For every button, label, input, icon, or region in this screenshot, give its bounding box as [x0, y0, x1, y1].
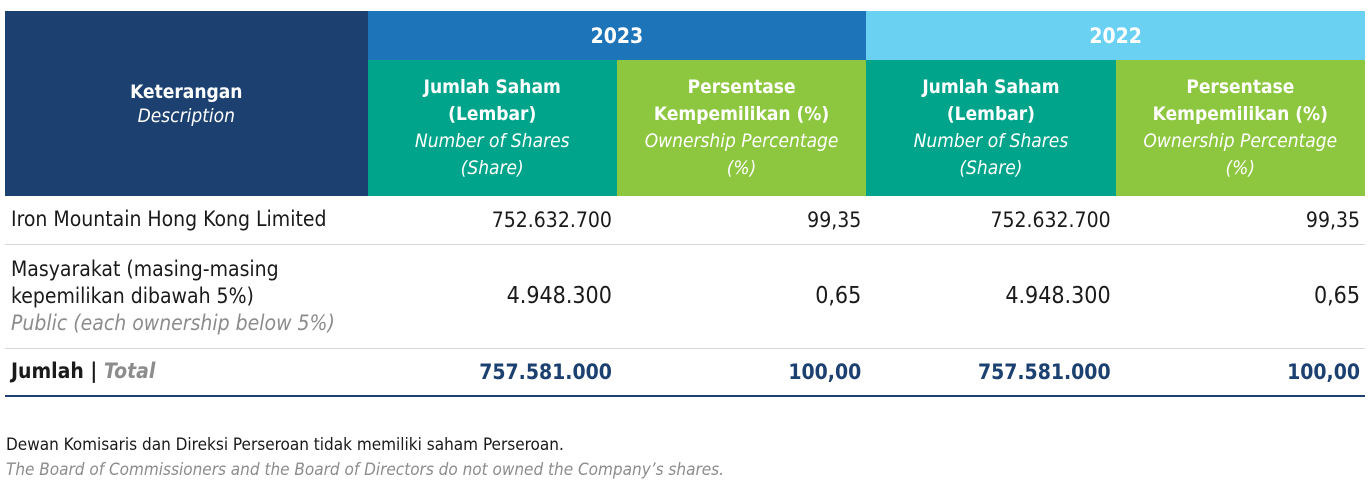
footnote-id: Dewan Komisaris dan Direksi Perseroan ti…	[6, 435, 564, 455]
percentage-header-2022: Persentase Kempemilikan (%) Ownership Pe…	[1115, 60, 1365, 196]
footnote-en: The Board of Commissioners and the Board…	[6, 460, 724, 480]
shares-2022-cell: 752.632.700	[866, 196, 1116, 245]
footnote: Dewan Komisaris dan Direksi Perseroan ti…	[6, 433, 724, 483]
shares-header-en-line1: Number of Shares	[913, 130, 1069, 152]
total-percentage-2023-cell: 100,00	[616, 347, 867, 397]
percentage-header-2023: Persentase Kempemilikan (%) Ownership Pe…	[616, 60, 867, 196]
shares-header-en-line2: (Share)	[959, 157, 1023, 179]
percentage-header-en-line2: (%)	[1225, 157, 1256, 179]
row-description-id: Iron Mountain Hong Kong Limited	[11, 207, 327, 232]
row-description-id-line1: Masyarakat (masing-masing	[11, 256, 279, 281]
percentage-2023-cell: 0,65	[616, 244, 867, 349]
shares-header-en-line2: (Share)	[460, 157, 524, 179]
total-shares-2022-cell: 757.581.000	[866, 347, 1116, 397]
description-header: Keterangan Description	[5, 11, 368, 196]
header-year-row: Keterangan Description 2023 2022	[5, 11, 1365, 196]
percentage-header-id-line2: Kempemilikan (%)	[1152, 103, 1328, 125]
percentage-2022-cell: 99,35	[1115, 196, 1365, 245]
shares-2022-cell: 4.948.300	[866, 244, 1116, 349]
percentage-header-id-line2: Kempemilikan (%)	[653, 103, 830, 125]
percentage-header-en-line1: Ownership Percentage	[1143, 130, 1338, 152]
year-header-2022: 2022	[866, 11, 1365, 60]
percentage-header-id-line1: Persentase	[687, 76, 796, 98]
total-row: Jumlah | Total 757.581.000 100,00 757.58…	[5, 347, 1365, 397]
row-description-id-line2: kepemilikan dibawah 5%)	[11, 283, 254, 308]
shares-2023-cell: 752.632.700	[367, 196, 617, 245]
shares-header-id-line2: (Lembar)	[946, 103, 1035, 125]
total-label-id: Jumlah	[11, 359, 84, 384]
row-description: Iron Mountain Hong Kong Limited	[5, 196, 368, 245]
description-header-id: Keterangan	[130, 80, 243, 103]
total-shares-2023-cell: 757.581.000	[367, 347, 617, 397]
shares-header-en-line1: Number of Shares	[414, 130, 570, 152]
total-label-en: Total	[103, 359, 156, 384]
total-percentage-2022-cell: 100,00	[1115, 347, 1365, 397]
percentage-header-id-line1: Persentase	[1186, 76, 1295, 98]
description-header-en: Description	[137, 104, 235, 127]
percentage-2022-cell: 0,65	[1115, 244, 1365, 349]
shares-header-id-line1: Jumlah Saham	[922, 76, 1060, 98]
row-description-en: Public (each ownership below 5%)	[11, 310, 335, 335]
percentage-header-en-line1: Ownership Percentage	[644, 130, 839, 152]
table-row: Masyarakat (masing-masing kepemilikan di…	[5, 244, 1365, 349]
row-description: Masyarakat (masing-masing kepemilikan di…	[5, 244, 368, 349]
shares-2023-cell: 4.948.300	[367, 244, 617, 349]
shares-header-2022: Jumlah Saham (Lembar) Number of Shares (…	[866, 60, 1116, 196]
table-row: Iron Mountain Hong Kong Limited 752.632.…	[5, 196, 1365, 245]
shares-header-id-line2: (Lembar)	[448, 103, 537, 125]
year-header-2023: 2023	[367, 11, 867, 60]
percentage-2023-cell: 99,35	[616, 196, 867, 245]
header-column-row: Jumlah Saham (Lembar) Number of Shares (…	[5, 60, 1365, 196]
total-label-separator: |	[90, 359, 98, 384]
shares-header-2023: Jumlah Saham (Lembar) Number of Shares (…	[367, 60, 617, 196]
percentage-header-en-line2: (%)	[726, 157, 757, 179]
shareholder-table: Keterangan Description 2023 2022 Jumlah …	[5, 11, 1365, 397]
shares-header-id-line1: Jumlah Saham	[423, 76, 561, 98]
total-label: Jumlah | Total	[5, 347, 368, 397]
